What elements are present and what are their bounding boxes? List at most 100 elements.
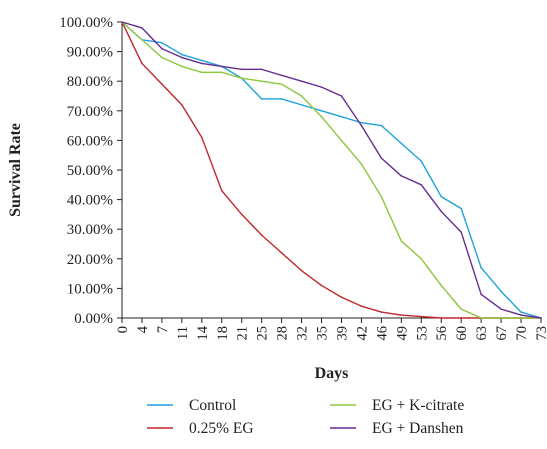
- data-point-eg-k-citrate: [240, 77, 243, 80]
- y-tick-label: 70.00%: [67, 104, 113, 120]
- data-point-eg-danshen: [360, 124, 363, 127]
- data-point-0-25-eg: [220, 189, 223, 192]
- data-point-eg-danshen: [121, 21, 123, 23]
- y-axis-ticks: 0.00% 10.00% 20.00% 30.00% 40.00% 50.00% 60.00…: [59, 15, 122, 327]
- data-point-eg-k-citrate: [360, 163, 363, 165]
- data-point-eg-k-citrate: [420, 258, 423, 260]
- series-line-eg-k-citrate: [121, 21, 541, 319]
- data-point-eg-danshen: [520, 314, 522, 316]
- data-point-control: [440, 195, 443, 198]
- y-tick-label: 10.00%: [67, 281, 113, 297]
- data-point-eg-danshen: [420, 184, 423, 186]
- data-point-eg-danshen: [380, 157, 383, 159]
- data-point-control: [420, 160, 423, 162]
- x-tick-label: 32: [295, 326, 311, 341]
- x-tick-label: 25: [255, 326, 271, 341]
- x-axis-title: Days: [315, 365, 349, 382]
- data-point-0-25-eg: [320, 284, 323, 287]
- data-point-control: [300, 104, 303, 106]
- data-point-0-25-eg: [280, 252, 283, 254]
- legend-label-eg-danshen: EG + Danshen: [372, 420, 464, 437]
- data-point-eg-danshen: [201, 62, 203, 65]
- legend-label-eg-k-citrate: EG + K-citrate: [372, 397, 464, 414]
- data-point-eg-danshen: [480, 293, 482, 296]
- data-point-eg-k-citrate: [280, 83, 283, 85]
- data-point-eg-k-citrate: [520, 317, 522, 319]
- x-tick-label: 39: [334, 326, 350, 341]
- data-point-control: [201, 59, 203, 62]
- x-tick-label: 28: [275, 326, 291, 341]
- series-line-eg-danshen: [121, 21, 542, 319]
- data-point-control: [161, 41, 163, 44]
- series-lines: [121, 21, 542, 319]
- x-tick-label: 73: [534, 326, 547, 341]
- data-point-0-25-eg: [141, 62, 143, 65]
- data-point-eg-danshen: [400, 175, 403, 177]
- data-point-0-25-eg: [440, 317, 443, 319]
- y-tick-label: 80.00%: [67, 74, 113, 90]
- data-point-control: [500, 290, 502, 293]
- data-point-eg-k-citrate: [201, 71, 203, 74]
- data-point-eg-danshen: [220, 65, 223, 68]
- data-point-0-25-eg: [260, 234, 263, 236]
- series-line-control: [121, 21, 542, 319]
- x-tick-label: 7: [155, 326, 171, 333]
- x-tick-label: 14: [195, 325, 211, 340]
- data-point-eg-danshen: [300, 80, 303, 82]
- data-point-control: [380, 124, 383, 127]
- data-point-control: [320, 110, 323, 112]
- data-point-eg-k-citrate: [400, 240, 403, 242]
- data-point-0-25-eg: [300, 269, 303, 272]
- data-point-control: [181, 53, 183, 56]
- data-point-control: [400, 142, 403, 145]
- y-tick-label: 100.00%: [59, 15, 113, 31]
- data-point-eg-danshen: [280, 74, 283, 77]
- x-tick-label: 0: [115, 326, 131, 333]
- legend-label-control: Control: [189, 397, 236, 414]
- data-point-0-25-eg: [360, 305, 363, 307]
- data-point-eg-k-citrate: [380, 195, 383, 198]
- y-tick-label: 50.00%: [67, 163, 113, 179]
- data-point-eg-danshen: [460, 231, 462, 233]
- data-point-control: [460, 207, 462, 210]
- data-point-0-25-eg: [340, 296, 343, 299]
- x-tick-label: 21: [235, 326, 251, 341]
- x-tick-label: 11: [175, 326, 191, 340]
- x-tick-label: 18: [215, 326, 231, 341]
- data-point-eg-k-citrate: [320, 115, 323, 118]
- series-line-0-25-eg: [121, 21, 541, 319]
- data-point-0-25-eg: [400, 314, 403, 316]
- data-point-eg-danshen: [260, 68, 263, 71]
- data-point-0-25-eg: [181, 104, 183, 106]
- data-point-eg-danshen: [340, 95, 343, 97]
- x-tick-label: 49: [394, 326, 410, 341]
- y-tick-label: 60.00%: [67, 133, 113, 149]
- x-tick-label: 46: [374, 326, 390, 341]
- data-point-0-25-eg: [161, 83, 163, 85]
- data-point-0-25-eg: [240, 213, 243, 216]
- legend: Control 0.25% EG EG + K-citrate EG + Danshe…: [147, 397, 464, 437]
- x-tick-label: 70: [514, 326, 530, 341]
- data-point-0-25-eg: [201, 136, 203, 139]
- y-tick-label: 40.00%: [67, 193, 113, 209]
- data-point-control: [280, 98, 283, 100]
- x-tick-label: 56: [434, 326, 450, 341]
- data-point-eg-k-citrate: [460, 308, 462, 310]
- data-point-control: [480, 266, 482, 269]
- x-tick-label: 60: [454, 326, 470, 341]
- y-tick-label: 90.00%: [67, 45, 113, 61]
- data-point-eg-k-citrate: [500, 317, 502, 319]
- axes: [121, 22, 541, 319]
- data-point-0-25-eg: [380, 311, 383, 313]
- x-axis-ticks: 0 4 7 11 14 18 21 25 28 32 35 39 42 46 49 53 56 60 63 67 70 7…: [115, 318, 547, 341]
- legend-label-0-25-eg: 0.25% EG: [189, 420, 254, 437]
- data-point-eg-k-citrate: [161, 56, 163, 59]
- data-point-eg-k-citrate: [220, 71, 223, 74]
- data-point-eg-danshen: [240, 68, 243, 71]
- data-point-eg-k-citrate: [260, 80, 263, 82]
- y-axis-title: Survival Rate: [7, 123, 24, 217]
- data-point-eg-danshen: [440, 210, 443, 213]
- data-point-0-25-eg: [420, 315, 423, 318]
